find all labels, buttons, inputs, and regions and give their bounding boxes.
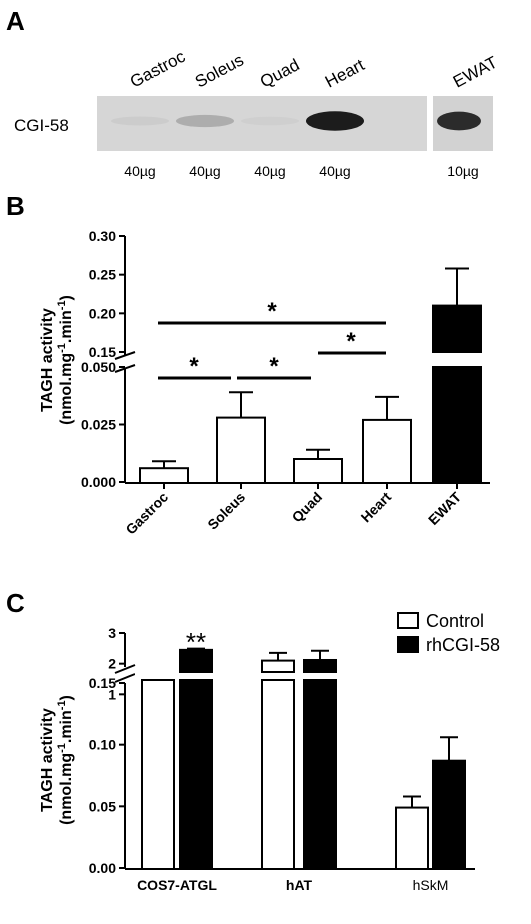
c-axis-break-1 [114, 673, 136, 683]
c-ytick-label-0.15: 0.15 [89, 675, 116, 691]
b-xlabel-heart: Heart [357, 489, 394, 526]
lane-label-heart: Heart [322, 55, 368, 91]
blot-main [97, 96, 427, 151]
legend-label-rhcgi-58: rhCGI-58 [426, 635, 500, 655]
lane-label-ewat: EWAT [450, 53, 501, 92]
lane-label-gastroc: Gastroc [127, 47, 189, 92]
b-axis-break-2 [114, 351, 136, 360]
b-ylabel-line1: TAGH activity [39, 308, 56, 412]
c-ylabel-part-3: -1 [56, 700, 68, 710]
legend-swatch-control [397, 612, 419, 629]
b-bar-gastroc [139, 467, 189, 485]
c-bar-hskm-rhcgi-58 [432, 759, 466, 871]
c-sig-star-0: ** [186, 627, 206, 657]
c-ylabel-part-0: (nmol.mg [58, 753, 75, 825]
b-ylabel-part-0: (nmol.mg [58, 353, 75, 425]
c-ylabel-line1: TAGH activity [39, 708, 56, 812]
c-bar-cos7-atgl-rhcgi-58-upper [179, 648, 213, 673]
c-ylabel: TAGH activity (nmol.mg-1.min-1) [39, 695, 75, 825]
c-bar-hat-control-upper [261, 659, 295, 673]
b-axis-break-1 [114, 364, 136, 373]
c-bar-hat-rhcgi-58-lower [303, 679, 337, 870]
blot-bands [111, 111, 481, 131]
c-bar-hat-rhcgi-58-upper [303, 658, 337, 674]
b-sig-star-2: * [269, 353, 279, 380]
b-ylabel-part-4: ) [58, 295, 75, 300]
b-bar-ewat-lower [432, 366, 482, 484]
load-label-quad: 40µg [254, 163, 285, 179]
c-xlabel-hskm: hSkM [413, 877, 449, 893]
c-bar-cos7-atgl-control-lower [141, 679, 175, 870]
c-ytick-label-0.05: 0.05 [89, 798, 116, 814]
lane-labels: Gastroc Soleus Quad Heart EWAT [127, 47, 501, 92]
b-sig-star-1: * [189, 353, 199, 380]
band-heart [306, 111, 364, 131]
c-break-gap [135, 673, 335, 679]
c-bar-hskm-control [395, 806, 429, 870]
b-ylabel-part-1: -1 [56, 343, 68, 353]
c-xlabel-hat: hAT [286, 877, 313, 893]
c-ytick-label-0.00: 0.00 [89, 860, 116, 876]
panel-a-label: A [6, 6, 25, 36]
load-labels: 40µg 40µg 40µg 40µg 10µg [124, 163, 478, 179]
c-xlabel-cos7-atgl: COS7-ATGL [137, 877, 217, 893]
c-ytick-label-1: 1 [108, 686, 116, 702]
b-xlabel-soleus: Soleus [204, 489, 248, 533]
c-ylabel-line2: (nmol.mg-1.min-1) [56, 695, 75, 825]
c-ylabel-part-1: -1 [56, 743, 68, 753]
b-bar-soleus [216, 416, 266, 485]
b-ytick-label-0.20: 0.20 [89, 305, 116, 321]
b-ylabel-line2: (nmol.mg-1.min-1) [56, 295, 75, 425]
b-ytick-label-0.15: 0.15 [89, 344, 116, 360]
c-ylabel-part-4: ) [58, 695, 75, 700]
b-ytick-label-0.30: 0.30 [89, 228, 116, 244]
b-ytick-label-0.050: 0.050 [81, 359, 116, 375]
b-ylabel-part-3: -1 [56, 300, 68, 310]
c-ylabel-part-2: .min [58, 710, 75, 743]
band-quad [241, 116, 299, 126]
b-bar-ewat-upper [432, 304, 482, 354]
load-label-heart: 40µg [319, 163, 350, 179]
load-label-ewat: 10µg [447, 163, 478, 179]
b-ytick-label-0.025: 0.025 [81, 417, 116, 433]
panel-b-label: B [6, 191, 25, 221]
band-ewat [437, 111, 481, 131]
b-bar-heart [362, 418, 412, 484]
panel-c-label: C [6, 588, 25, 618]
c-bar-cos7-atgl-rhcgi-58-lower [179, 679, 213, 870]
band-gastroc [111, 116, 169, 126]
c-ytick-label-0.10: 0.10 [89, 737, 116, 753]
protein-label: CGI-58 [14, 116, 69, 135]
chart-c: 0.00 0.05 0.10 0.151 2 3 COS7-ATGL hAT hSkM ** ** C… [39, 611, 500, 893]
c-axis-break-2 [114, 664, 136, 674]
load-label-gastroc: 40µg [124, 163, 155, 179]
band-soleus [176, 114, 234, 128]
c-ytick-label-2: 2 [108, 656, 116, 672]
b-ylabel-part-2: .min [58, 310, 75, 343]
c-ytick-label-3: 3 [108, 625, 116, 641]
b-ytick-label-0.000: 0.000 [81, 474, 116, 490]
b-xlabel-gastroc: Gastroc [122, 489, 171, 538]
lane-label-quad: Quad [257, 55, 303, 91]
legend-label-control: Control [426, 611, 484, 631]
b-xlabel-quad: Quad [289, 489, 326, 526]
legend-swatch-rhcgi-58 [397, 636, 419, 653]
c-sig-star-1: ** [439, 764, 459, 794]
c-bar-hat-control-lower [261, 679, 295, 870]
load-label-soleus: 40µg [189, 163, 220, 179]
lane-label-soleus: Soleus [192, 50, 247, 91]
b-ytick-label-0.25: 0.25 [89, 267, 116, 283]
b-sig-star-3: * [346, 328, 356, 355]
b-xlabel-ewat: EWAT [425, 488, 464, 527]
b-ylabel: TAGH activity (nmol.mg-1.min-1) [39, 295, 75, 425]
b-sig-star-0: * [267, 298, 277, 325]
b-bar-quad [293, 458, 343, 484]
